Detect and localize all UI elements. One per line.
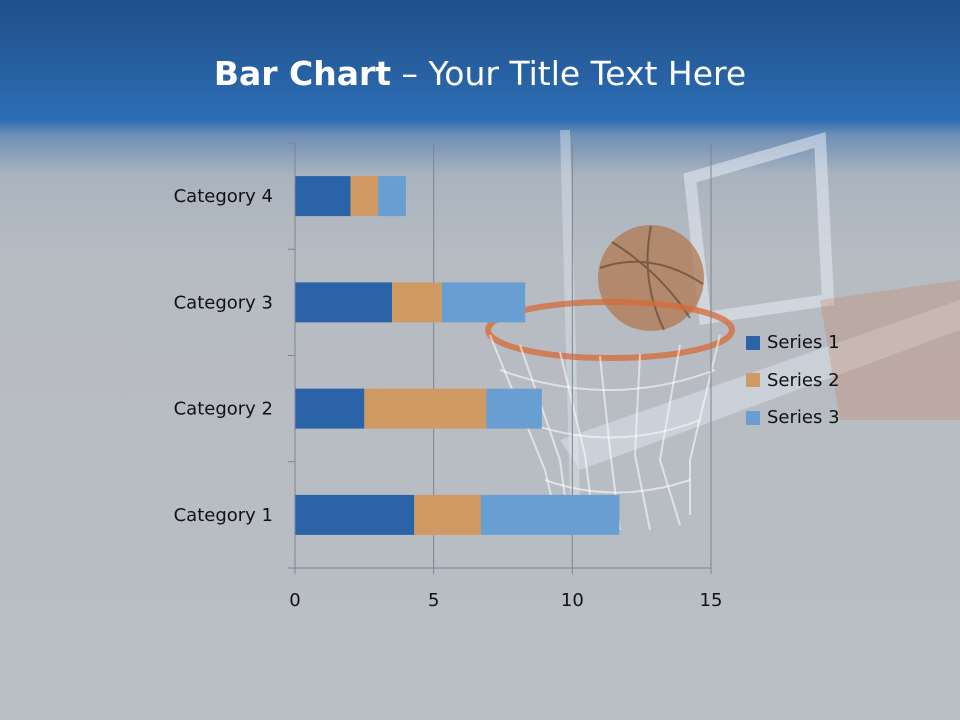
bar-4-series-2 — [350, 176, 379, 217]
bar-2-series-1 — [295, 388, 365, 429]
legend-swatch-1 — [746, 335, 760, 350]
legend-series-1: Series 1 — [746, 324, 840, 362]
bar-4-series-3 — [378, 176, 406, 217]
legend-swatch-2 — [746, 373, 760, 388]
x-tick-label-15: 15 — [700, 590, 723, 611]
title-bold: Bar Chart — [213, 54, 392, 93]
hoop-rim — [485, 299, 735, 361]
category-label-3: Category 3 — [174, 292, 273, 313]
x-tick-label-10: 10 — [561, 590, 584, 611]
legend-label-1: Series 1 — [767, 332, 840, 354]
x-tick-label-5: 5 — [428, 590, 439, 611]
page-title: Bar Chart – Your Title Text Here — [0, 54, 960, 93]
category-label-4: Category 4 — [174, 186, 273, 207]
chart-legend: Series 1 Series 2 Series 3 — [746, 324, 840, 437]
bar-3-series-1 — [295, 282, 393, 323]
legend-swatch-3 — [746, 410, 760, 425]
category-label-1: Category 1 — [174, 505, 273, 526]
bar-1-series-2 — [414, 494, 481, 535]
bar-1-series-3 — [480, 494, 620, 535]
bar-2-series-3 — [486, 388, 542, 429]
legend-label-3: Series 3 — [767, 407, 840, 429]
legend-series-2: Series 2 — [746, 362, 840, 400]
bar-4-series-1 — [295, 176, 351, 217]
legend-series-3: Series 3 — [746, 399, 840, 437]
bar-3-series-2 — [392, 282, 442, 323]
legend-label-2: Series 2 — [767, 369, 840, 391]
title-rest: – Your Title Text Here — [391, 54, 747, 93]
bar-1-series-1 — [295, 494, 415, 535]
bar-2-series-2 — [364, 388, 487, 429]
x-tick-label-0: 0 — [289, 590, 300, 611]
bar-3-series-3 — [441, 282, 526, 323]
category-label-2: Category 2 — [174, 399, 273, 420]
